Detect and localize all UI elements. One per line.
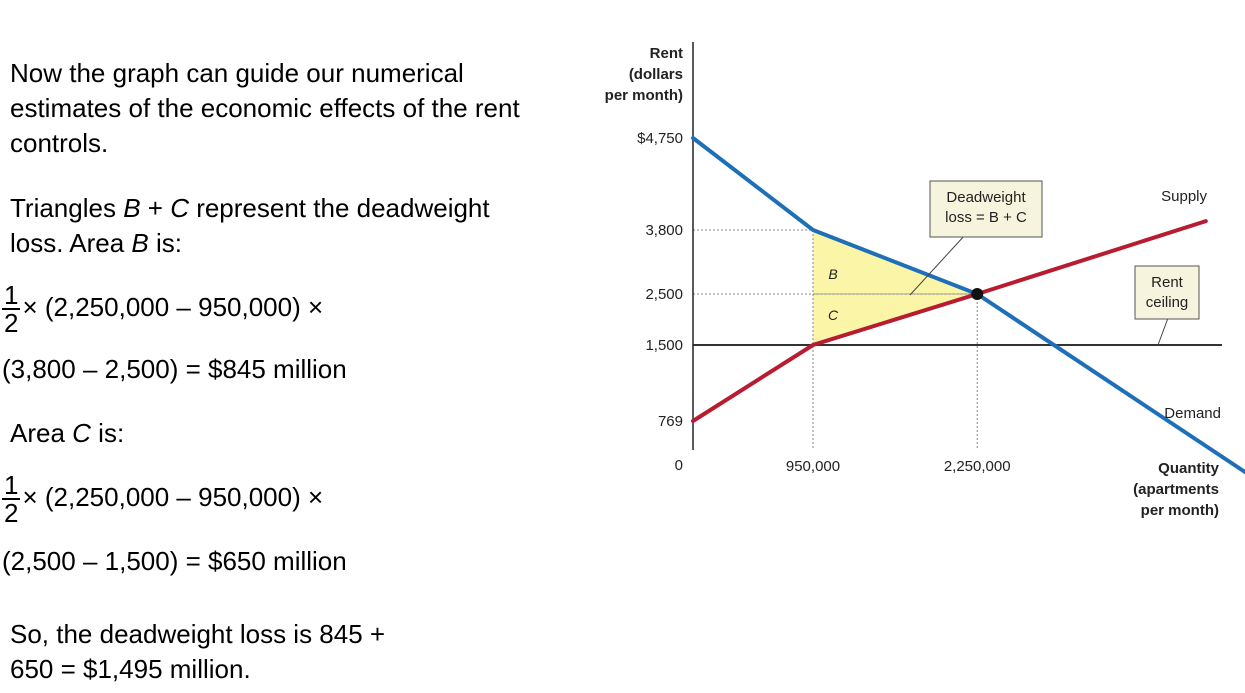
rent-ceiling-callout-text-line-1: Rent [1151, 274, 1184, 291]
deadweight-triangle [813, 230, 978, 345]
x-tick-2250000: 2,250,000 [944, 458, 1011, 475]
rent-ceiling-callout-text-line-2: ceiling [1146, 294, 1189, 311]
demand-label: Demand [1164, 405, 1221, 422]
x-axis-title-line-3: per month) [1141, 502, 1219, 519]
triangles-suffix: represent the deadweight loss. Area [10, 193, 490, 258]
y-tick-4750: $4,750 [637, 130, 683, 147]
deadweight-callout-leader [909, 234, 966, 296]
var-c: C [170, 193, 189, 223]
area-b-equation-line2: (3,800 – 2,500) = $845 million [2, 354, 347, 384]
y-axis-title-line-1: Rent [650, 45, 683, 62]
area-is-text: is: [148, 228, 182, 258]
var-b: B [123, 193, 141, 223]
rent-ceiling-callout-leader [1157, 317, 1169, 346]
one-half-fraction-c: 1 2 [2, 470, 21, 528]
var-c-area: C [72, 418, 91, 448]
equilibrium-point [971, 288, 984, 300]
explanation-panel: Now the graph can guide our numerical es… [0, 0, 560, 693]
y-tick-0: 0 [675, 457, 683, 474]
demand-curve [691, 136, 1245, 475]
deadweight-callout-text-line-1: Deadweight [946, 189, 1026, 206]
y-axis-title-line-2: (dollars [629, 66, 683, 83]
area-c-suffix: is: [90, 418, 125, 448]
triangles-prefix: Triangles [10, 193, 124, 223]
supply-label: Supply [1161, 188, 1207, 205]
area-c-prefix: Area [10, 418, 73, 448]
triangles-paragraph: Triangles B + C represent the deadweight… [10, 191, 550, 261]
rent-control-chart: $4,750 3,800 2,500 1,500 769 0 950,000 2,250,00… [605, 42, 1245, 519]
y-tick-769: 769 [658, 413, 683, 430]
intro-paragraph: Now the graph can guide our numerical es… [10, 58, 520, 158]
one-half-fraction: 1 2 [2, 280, 21, 338]
region-b-label: B [828, 266, 837, 282]
region-c-label: C [828, 307, 839, 323]
fraction-numerator-c: 1 [2, 470, 21, 500]
x-axis-title-line-1: Quantity [1158, 460, 1219, 477]
x-axis-title-line-2: (apartments [1133, 481, 1219, 498]
conclusion-paragraph: So, the deadweight loss is 845 + 650 = $… [10, 619, 386, 684]
y-tick-3800: 3,800 [645, 222, 683, 239]
area-c-heading: Area C is: [10, 416, 124, 451]
deadweight-callout-text-line-2: loss = B + C [945, 209, 1027, 226]
area-c-equation-text1: × (2,250,000 – 950,000) × [22, 481, 324, 512]
plus-sign: + [140, 193, 171, 223]
fraction-denominator: 2 [4, 308, 19, 338]
area-b-equation-text1: × (2,250,000 – 950,000) × [22, 291, 324, 322]
rent-ceiling-callout-box [1134, 265, 1200, 320]
supply-curve [691, 219, 1208, 423]
area-c-equation-line2: (2,500 – 1,500) = $650 million [2, 546, 347, 576]
var-b-area: B [131, 228, 149, 258]
x-tick-950000: 950,000 [786, 458, 840, 475]
y-tick-1500: 1,500 [645, 337, 683, 354]
area-b-equation-line1: 1 2 × (2,250,000 – 950,000) × [2, 282, 323, 336]
y-axis-title-line-3: per month) [605, 87, 683, 104]
y-tick-2500: 2,500 [645, 286, 683, 303]
deadweight-callout-box [929, 180, 1043, 238]
fraction-denominator-c: 2 [4, 498, 19, 528]
area-c-equation-line1: 1 2 × (2,250,000 – 950,000) × [2, 472, 323, 526]
fraction-numerator: 1 [2, 280, 21, 310]
